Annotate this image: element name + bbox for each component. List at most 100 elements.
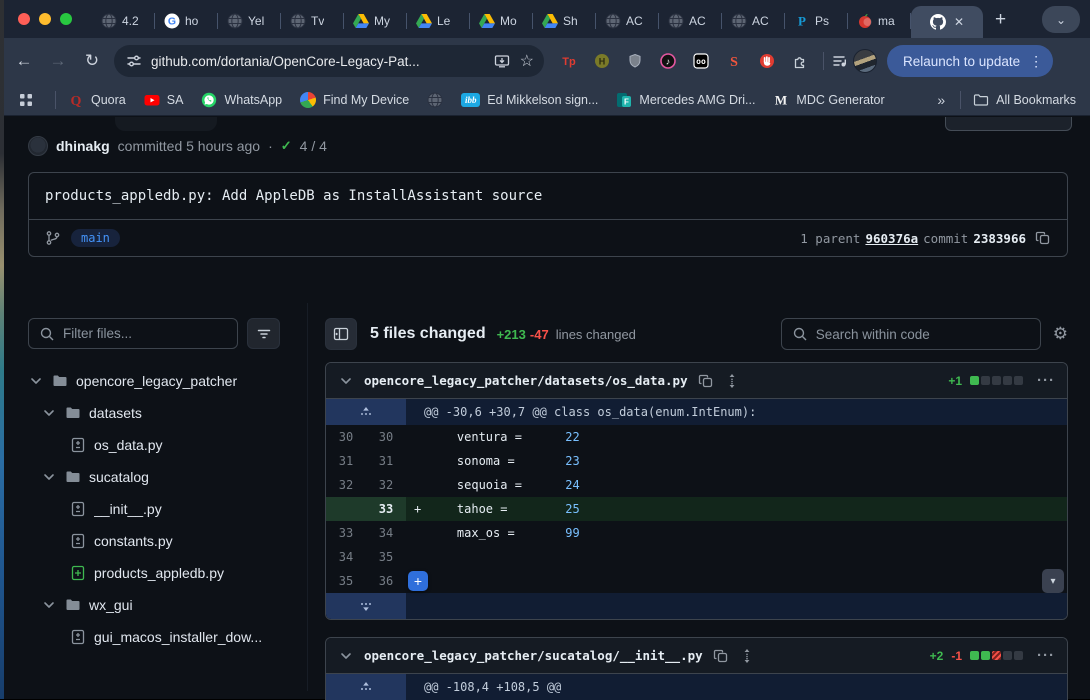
expand-down-button[interactable] — [326, 593, 406, 619]
copy-path-icon[interactable] — [698, 373, 714, 389]
file-filter-button[interactable] — [247, 318, 280, 349]
checks-ratio[interactable]: 4 / 4 — [299, 138, 327, 154]
diff-row[interactable]: 33 34 max_os = 99 — [326, 521, 1067, 545]
chevron-down-icon[interactable] — [41, 597, 57, 613]
kebab-menu-icon[interactable]: ··· — [1037, 647, 1055, 664]
filter-files-input[interactable]: Filter files... — [28, 318, 238, 349]
close-window-button[interactable] — [18, 13, 30, 25]
close-tab-icon[interactable]: ✕ — [953, 15, 965, 29]
browser-tab[interactable]: AC — [659, 4, 722, 38]
tree-item-opencore_legacy_patcher[interactable]: opencore_legacy_patcher — [28, 365, 290, 397]
tree-item-wx_gui[interactable]: wx_gui — [28, 589, 290, 621]
chevron-down-icon[interactable] — [41, 405, 57, 421]
forward-button[interactable]: → — [49, 51, 67, 70]
drag-grabber-icon[interactable] — [739, 648, 755, 664]
branch-badge[interactable]: main — [71, 229, 120, 247]
toggle-file-tree-button[interactable] — [325, 318, 357, 350]
diff-row[interactable]: 30 30 ventura = 22 — [326, 425, 1067, 449]
browser-tab[interactable]: Mo — [470, 4, 533, 38]
expand-up-button[interactable] — [326, 399, 406, 425]
browser-tab[interactable]: Yel — [218, 4, 281, 38]
extension-shield-icon[interactable] — [622, 48, 648, 74]
browser-tab[interactable]: Le — [407, 4, 470, 38]
tree-item-os_data-py[interactable]: os_data.py — [28, 429, 290, 461]
column-divider[interactable] — [307, 303, 308, 691]
minimize-window-button[interactable] — [39, 13, 51, 25]
back-button[interactable]: ← — [15, 51, 33, 70]
commit-author[interactable]: dhinakg — [56, 138, 110, 154]
diff-file-path-2[interactable]: opencore_legacy_patcher/sucatalog/__init… — [364, 648, 703, 663]
bookmark-find-my-device[interactable]: Find My Device — [300, 91, 409, 108]
browser-tab[interactable]: 4.2 — [92, 4, 155, 38]
chevron-down-icon[interactable] — [41, 469, 57, 485]
extension-sswirl-icon[interactable]: S — [721, 48, 747, 74]
chevron-down-icon[interactable] — [338, 373, 354, 389]
bookmark-ed-mikkelson-sign-[interactable]: ibb Ed Mikkelson sign... — [461, 92, 598, 107]
extension-honey-icon[interactable]: H — [589, 48, 615, 74]
zoom-window-button[interactable] — [60, 13, 72, 25]
browser-tab[interactable]: AC — [722, 4, 785, 38]
media-playlist-icon[interactable] — [827, 48, 853, 74]
url-text[interactable]: github.com/dortania/OpenCore-Legacy-Pat.… — [151, 53, 420, 69]
diff-row[interactable]: 31 31 sonoma = 23 — [326, 449, 1067, 473]
kebab-menu-icon[interactable]: ··· — [1037, 372, 1055, 389]
tree-item-sucatalog[interactable]: sucatalog — [28, 461, 290, 493]
browser-tab[interactable]: AC — [596, 4, 659, 38]
tree-item-__init__-py[interactable]: __init__.py — [28, 493, 290, 525]
diff-row[interactable]: 32 32 sequoia = 24 — [326, 473, 1067, 497]
bookmarks-overflow-button[interactable]: » — [937, 91, 946, 108]
tree-item-gui_macos_installer_dow-[interactable]: gui_macos_installer_dow... — [28, 621, 290, 653]
browser-tab[interactable]: P Ps — [785, 4, 848, 38]
profile-avatar[interactable] — [853, 49, 877, 73]
bookmark-globe[interactable] — [427, 92, 443, 108]
diff-row[interactable]: 34 35 — [326, 545, 1067, 569]
bookmark-mercedes-amg-dri-[interactable]: F Mercedes AMG Dri... — [616, 92, 755, 108]
chevron-down-icon[interactable] — [338, 648, 354, 664]
tab-active-github[interactable]: ✕ — [911, 6, 983, 38]
bookmark-quora[interactable]: Q Quora — [68, 92, 126, 108]
commit-author-avatar[interactable] — [28, 136, 48, 156]
add-comment-button[interactable]: + — [408, 571, 428, 591]
search-within-code-input[interactable]: Search within code — [780, 318, 1041, 350]
browser-tab[interactable]: My — [344, 4, 407, 38]
extension-music-icon[interactable]: ♪ — [655, 48, 681, 74]
new-tab-button[interactable]: + — [995, 9, 1007, 30]
browser-tab[interactable]: ma — [848, 4, 911, 38]
drag-grabber-icon[interactable] — [724, 373, 740, 389]
tree-item-constants-py[interactable]: constants.py — [28, 525, 290, 557]
copy-path-icon[interactable] — [713, 648, 729, 664]
browser-tab[interactable]: Sh — [533, 4, 596, 38]
extension-oo-icon[interactable]: oo — [688, 48, 714, 74]
bookmark-mdc-generator[interactable]: M MDC Generator — [773, 92, 884, 108]
extension-tp-icon[interactable]: Tp — [556, 48, 582, 74]
reload-button[interactable]: ↻ — [84, 51, 100, 70]
browser-menu-icon[interactable]: ⋮ — [1029, 52, 1044, 69]
chevron-down-icon[interactable] — [28, 373, 44, 389]
bookmark-sa[interactable]: SA — [144, 92, 183, 108]
all-bookmarks-button[interactable]: All Bookmarks — [973, 92, 1076, 108]
diff-file-path[interactable]: opencore_legacy_patcher/datasets/os_data… — [364, 373, 688, 388]
parent-sha-link[interactable]: 960376a — [865, 230, 919, 246]
bookmark-star-icon[interactable]: ☆ — [519, 53, 534, 70]
relaunch-to-update-button[interactable]: Relaunch to update ⋮ — [887, 45, 1054, 77]
tree-item-products_appledb-py[interactable]: products_appledb.py — [28, 557, 290, 589]
extension-puzzle-icon[interactable] — [787, 48, 813, 74]
partial-browse-files-button[interactable] — [945, 117, 1072, 131]
browser-tab[interactable]: Tv — [281, 4, 344, 38]
tree-item-datasets[interactable]: datasets — [28, 397, 290, 429]
bookmark-whatsapp[interactable]: WhatsApp — [201, 92, 282, 108]
extension-hand-icon[interactable] — [754, 48, 780, 74]
scroll-caret-button[interactable]: ▾ — [1042, 569, 1064, 593]
expand-up-button[interactable] — [326, 674, 406, 700]
copy-icon[interactable] — [1035, 230, 1051, 246]
install-app-icon[interactable] — [494, 53, 510, 69]
address-bar[interactable]: github.com/dortania/OpenCore-Legacy-Pat.… — [114, 45, 544, 77]
diff-row-added[interactable]: 33 + tahoe = 25 — [326, 497, 1067, 521]
apps-shortcut-button[interactable] — [18, 92, 34, 108]
tab-search-button[interactable]: ⌄ — [1042, 6, 1080, 33]
diff-row[interactable]: 35 36 + — [326, 569, 1067, 593]
checks-passed-icon[interactable]: ✓ — [280, 138, 292, 153]
site-settings-icon[interactable] — [126, 53, 142, 69]
gear-icon[interactable]: ⚙ — [1052, 324, 1068, 343]
